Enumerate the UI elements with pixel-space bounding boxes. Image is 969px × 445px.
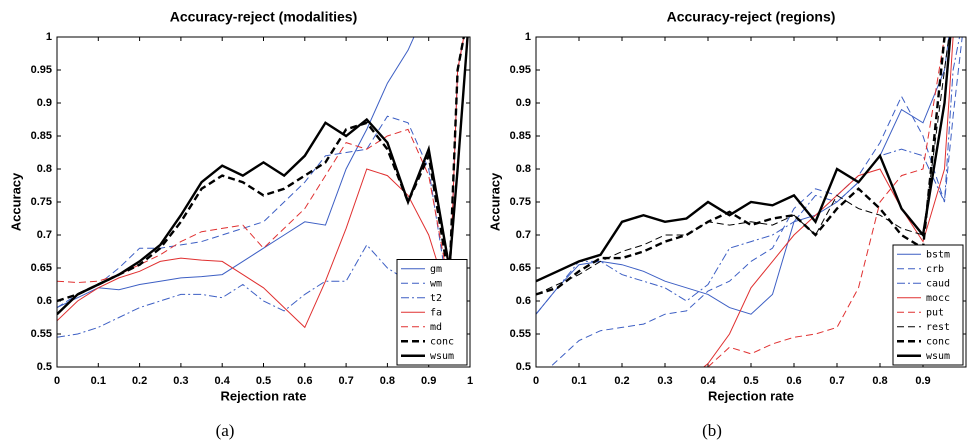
legend-label: wm [430, 278, 442, 289]
x-axis-label: Rejection rate [708, 388, 794, 403]
y-tick-label: 0.7 [516, 229, 531, 241]
y-tick-label: 0.5 [37, 361, 52, 373]
x-tick-label: 0.8 [380, 375, 395, 387]
x-tick-label: 0.7 [829, 375, 844, 387]
series-lines [536, 37, 963, 367]
chart-title: Accuracy-reject (modalities) [170, 9, 358, 25]
legend-label: conc [430, 336, 454, 347]
y-tick-label: 0.8 [516, 163, 531, 175]
legend-box [892, 244, 964, 366]
data-line [707, 37, 946, 367]
y-tick-label: 0.9 [516, 97, 531, 109]
legend-label: bstm [926, 249, 950, 260]
x-tick-label: 1 [467, 375, 473, 387]
data-line [536, 37, 946, 296]
x-tick-label: 0.9 [421, 375, 436, 387]
y-tick-label: 0.5 [516, 361, 531, 373]
x-tick-label: 0.5 [256, 375, 271, 387]
y-axis-label: Accuracy [487, 172, 502, 231]
data-line [57, 37, 465, 338]
legend-label: caud [926, 278, 950, 289]
x-tick-label: 0.3 [173, 375, 188, 387]
x-tick-label: 0.1 [571, 375, 586, 387]
legend-label: crb [926, 264, 944, 275]
legend-label: t2 [430, 293, 442, 304]
legend: bstm crb caud mocc put rest conc wsum [892, 244, 964, 366]
x-axis-label: Rejection rate [221, 388, 307, 403]
caption: (b) [702, 421, 722, 440]
plot-frame [535, 36, 967, 368]
data-line [57, 37, 469, 316]
legend-label: mocc [926, 293, 950, 304]
x-tick-label: 0.8 [872, 375, 887, 387]
legend-label: fa [430, 307, 442, 318]
legend-label: md [430, 322, 442, 333]
x-tick-label: 0.9 [915, 375, 930, 387]
data-line [536, 37, 961, 315]
x-tick-label: 0 [54, 375, 60, 387]
x-tick-label: 0.2 [132, 375, 147, 387]
chart-panel: Accuracy-reject (regions) Rejection rate A… [487, 9, 967, 440]
legend-label: wsum [430, 351, 454, 362]
caption: (a) [216, 421, 235, 440]
legend-label: conc [926, 336, 950, 347]
x-tick-label: 0.6 [786, 375, 801, 387]
y-tick-label: 0.55 [510, 328, 531, 340]
y-tick-label: 0.9 [37, 97, 52, 109]
x-tick-label: 0.3 [657, 375, 672, 387]
x-tick-label: 0.5 [743, 375, 758, 387]
x-tick-label: 0 [533, 375, 539, 387]
y-tick-label: 0.6 [516, 295, 531, 307]
x-tick-label: 0.2 [614, 375, 629, 387]
legend-label: put [926, 307, 944, 318]
data-line [536, 37, 952, 283]
y-tick-label: 0.7 [37, 229, 52, 241]
y-tick-label: 0.95 [510, 64, 531, 76]
legend: gm wm t2 fa md conc wsum [396, 259, 468, 366]
y-tick-label: 0.85 [510, 130, 531, 142]
data-line [536, 37, 950, 315]
x-tick-label: 0.7 [338, 375, 353, 387]
data-line [57, 37, 465, 288]
x-tick-label: 0.1 [91, 375, 106, 387]
y-tick-label: 0.85 [31, 130, 52, 142]
y-tick-label: 0.95 [31, 64, 52, 76]
y-axis-label: Accuracy [8, 172, 23, 231]
data-line [57, 37, 415, 309]
data-line [57, 37, 465, 329]
legend-label: wsum [926, 351, 950, 362]
plot-frame [56, 36, 471, 368]
y-tick-label: 0.65 [510, 262, 531, 274]
data-line [57, 37, 466, 303]
x-tick-label: 0.4 [215, 375, 231, 387]
y-tick-label: 0.75 [31, 196, 52, 208]
data-line [57, 37, 465, 309]
data-line [549, 37, 963, 367]
series-lines [57, 37, 469, 338]
y-tick-label: 0.6 [37, 295, 52, 307]
x-tick-label: 0.4 [700, 375, 716, 387]
y-tick-label: 0.75 [510, 196, 531, 208]
y-tick-label: 1 [46, 31, 52, 43]
chart-panel: Accuracy-reject (modalities) Rejection ra… [8, 9, 473, 440]
y-tick-label: 1 [525, 31, 531, 43]
legend-label: gm [430, 264, 442, 275]
x-tick-label: 0.6 [297, 375, 312, 387]
y-tick-label: 0.65 [31, 262, 52, 274]
legend-label: rest [926, 322, 950, 333]
y-tick-label: 0.8 [37, 163, 52, 175]
y-tick-label: 0.55 [31, 328, 52, 340]
chart-title: Accuracy-reject (regions) [667, 9, 836, 25]
